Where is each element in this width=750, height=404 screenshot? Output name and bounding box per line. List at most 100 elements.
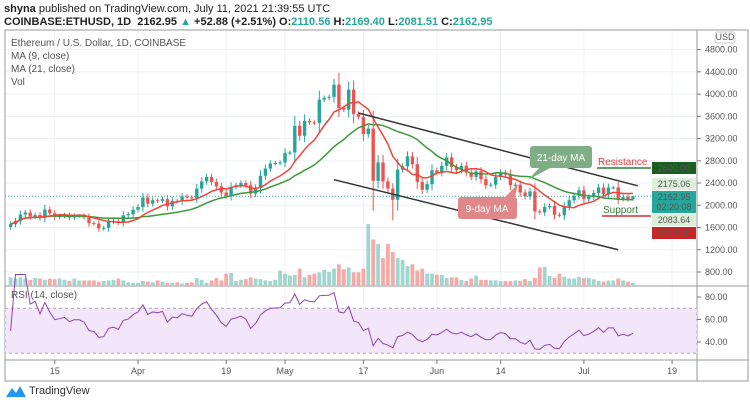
ma9-callout[interactable]: 9-day MA bbox=[458, 184, 518, 219]
price-label-ma21: 2175.06 bbox=[652, 178, 696, 190]
candle-body bbox=[611, 187, 615, 189]
volume-bar bbox=[190, 282, 194, 286]
volume-bar bbox=[141, 281, 145, 286]
volume-bar bbox=[57, 278, 62, 286]
volume-bar bbox=[111, 279, 116, 286]
volume-bar bbox=[47, 278, 52, 286]
legend-ma21[interactable]: MA (21, close) bbox=[11, 64, 75, 75]
volume-bar bbox=[552, 277, 557, 286]
volume-bar bbox=[38, 278, 42, 286]
volume-bar bbox=[337, 264, 341, 286]
volume-bar bbox=[160, 281, 165, 286]
candle-body bbox=[33, 215, 37, 217]
volume-bar bbox=[631, 282, 635, 286]
candle-body bbox=[498, 172, 503, 177]
candle-body bbox=[322, 97, 326, 100]
candle-body bbox=[317, 99, 321, 123]
candle-body bbox=[146, 197, 150, 204]
ma21-callout[interactable]: 21-day MA bbox=[528, 146, 592, 180]
volume-bar bbox=[239, 279, 243, 286]
volume-bar bbox=[175, 282, 180, 286]
volume-bar bbox=[547, 276, 552, 286]
volume-bar bbox=[322, 269, 327, 286]
volume-bar bbox=[302, 277, 307, 286]
volume-bar bbox=[297, 268, 302, 286]
chart-title: Ethereum / U.S. Dollar, 1D, COINBASE bbox=[11, 38, 187, 49]
candle-body bbox=[209, 176, 214, 182]
volume-bar bbox=[136, 282, 140, 286]
price-tick-label: 2000.00 bbox=[705, 200, 738, 210]
close-value: 2162.95 bbox=[452, 16, 493, 28]
volume-bar bbox=[8, 277, 13, 286]
price-tick-label: 1200.00 bbox=[705, 245, 738, 255]
volume-bar bbox=[248, 277, 253, 286]
time-tick-label: Jun bbox=[430, 366, 445, 376]
rsi-tick-label: 80.00 bbox=[705, 292, 728, 302]
volume-bar bbox=[567, 278, 572, 286]
legend-rsi[interactable]: RSI (14, close) bbox=[11, 290, 78, 301]
candle-body bbox=[592, 193, 596, 197]
volume-bar bbox=[444, 277, 449, 286]
volume-bar bbox=[381, 258, 385, 286]
volume-bar bbox=[224, 273, 229, 286]
volume-bar bbox=[542, 266, 547, 286]
time-tick-label: Apr bbox=[131, 366, 145, 376]
ma21-callout-text: 21-day MA bbox=[537, 153, 586, 164]
candle-body bbox=[430, 170, 434, 185]
candle-body bbox=[371, 128, 375, 181]
time-tick-label: 15 bbox=[50, 366, 60, 376]
candle-body bbox=[513, 184, 517, 186]
candle-body bbox=[552, 205, 557, 215]
volume-bar bbox=[498, 281, 503, 286]
price-axis: 800.00 1200.00 1600.00 2000.00 2400.00 2800.0… bbox=[697, 45, 738, 277]
tradingview-logo[interactable]: TradingView bbox=[6, 385, 90, 397]
low-label: L: bbox=[387, 16, 399, 28]
candle-body bbox=[239, 183, 243, 186]
volume-bar bbox=[415, 270, 420, 286]
price-tick-label: 800.00 bbox=[705, 267, 733, 277]
volume-bar bbox=[562, 276, 567, 286]
legend-ma9[interactable]: MA (9, close) bbox=[11, 51, 70, 62]
volume-bar bbox=[87, 280, 91, 286]
volume-bar bbox=[106, 280, 111, 286]
volume-bar bbox=[351, 272, 356, 286]
close-label: C: bbox=[441, 16, 453, 28]
candle-body bbox=[376, 162, 380, 181]
price-label-ma9: 2083.64 bbox=[652, 214, 696, 226]
candle-body bbox=[48, 209, 52, 214]
candle-body bbox=[136, 206, 140, 210]
candle-body bbox=[87, 217, 91, 224]
price-tick-label: 3200.00 bbox=[705, 134, 738, 144]
volume-bar bbox=[586, 277, 591, 286]
candle-body bbox=[435, 170, 439, 173]
volume-bar bbox=[591, 279, 596, 286]
price-tick-label: 1600.00 bbox=[705, 223, 738, 233]
candle-body bbox=[469, 172, 473, 177]
volume-bar bbox=[67, 281, 72, 286]
candle-body bbox=[268, 163, 272, 169]
ma9-callout-text: 9-day MA bbox=[466, 204, 509, 215]
volume-bar bbox=[82, 280, 86, 286]
candle-body bbox=[249, 185, 253, 194]
price-tick-label: 2800.00 bbox=[705, 156, 738, 166]
candle-body bbox=[288, 152, 292, 154]
legend-vol[interactable]: Vol bbox=[11, 77, 25, 88]
author-name[interactable]: shyna bbox=[4, 3, 36, 15]
candle-body bbox=[601, 187, 606, 195]
volume-bar bbox=[459, 279, 464, 286]
candle-body bbox=[263, 168, 268, 176]
volume-bar bbox=[528, 281, 532, 286]
volume-bar bbox=[28, 279, 33, 286]
candles bbox=[8, 72, 635, 232]
published-text: published on TradingView.com, July 11, 2… bbox=[38, 3, 331, 15]
volume-bar bbox=[126, 282, 131, 286]
candle-body bbox=[479, 171, 483, 180]
volume-bar bbox=[425, 273, 429, 286]
volume-bar bbox=[219, 280, 224, 286]
volume-bar bbox=[317, 272, 322, 286]
volume-bar bbox=[292, 274, 297, 286]
volume-bar bbox=[268, 281, 273, 286]
currency-badge[interactable]: USD bbox=[714, 31, 736, 44]
